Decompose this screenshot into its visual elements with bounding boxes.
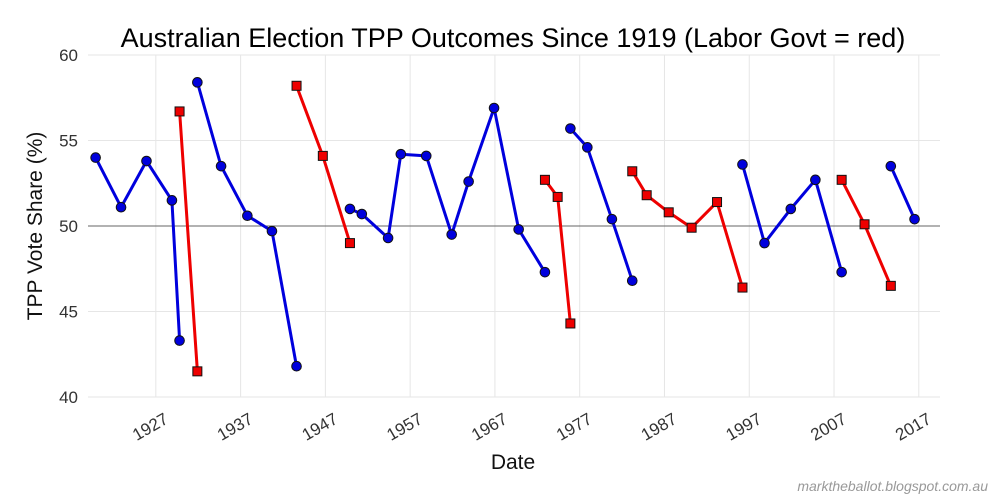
chart-title: Australian Election TPP Outcomes Since 1… [121,23,906,53]
x-tick-label: 2017 [892,409,934,444]
non-labor-series-line [195,80,298,368]
x-tick-label: 2007 [807,409,849,444]
x-tick-label: 1967 [468,409,510,444]
non-labor-data-point [174,335,185,346]
labor-data-point [641,190,652,201]
non-labor-data-point [344,203,356,215]
series-markers [90,77,920,377]
non-labor-series-line [741,162,844,274]
non-labor-data-point [382,232,394,244]
labor-data-point [539,174,550,185]
labor-data-point [885,280,896,291]
non-labor-data-point [565,123,576,134]
labor-data-point [565,318,576,329]
y-tick-label: 60 [59,46,78,65]
labor-data-point [344,238,355,249]
labor-data-point [552,191,563,202]
y-axis-label: TPP Vote Share (%) [24,132,47,321]
non-labor-data-point [420,150,432,162]
non-labor-series-line [94,156,182,343]
non-labor-data-point [785,203,797,215]
non-labor-series-line [889,164,917,221]
series-lines [94,80,917,373]
non-labor-data-point [626,275,638,287]
non-labor-data-point [606,213,618,225]
labor-data-point [737,282,748,293]
credit-text: marktheballot.blogspot.com.au [797,478,988,494]
non-labor-data-point [737,159,748,170]
non-labor-data-point [909,213,920,225]
x-axis-label: Date [491,451,535,474]
non-labor-data-point [356,208,368,220]
labor-data-point [686,222,697,233]
non-labor-data-point [885,160,897,172]
x-tick-label: 1927 [129,409,171,444]
non-labor-data-point [446,229,457,240]
labor-data-point [317,150,328,161]
y-tick-label: 50 [59,217,78,236]
non-labor-data-point [539,266,551,278]
non-labor-series-line [568,127,634,283]
non-labor-data-point [513,224,524,235]
y-tick-label: 45 [59,303,78,322]
non-labor-data-point [242,210,253,222]
non-labor-data-point [488,102,500,114]
x-tick-label: 1947 [299,409,341,444]
non-labor-series-line [348,106,547,274]
x-tick-label: 1987 [638,409,680,444]
labor-series-line [178,109,199,373]
non-labor-data-point [215,160,227,172]
y-tick-label: 55 [59,132,78,151]
non-labor-data-point [836,266,847,278]
labor-series-line [295,84,352,245]
labor-data-point [627,166,638,177]
non-labor-data-point [582,142,593,153]
non-labor-data-point [266,225,278,237]
non-labor-data-point [395,148,407,160]
non-labor-data-point [810,174,821,186]
y-tick-labels: 40 45 50 55 60 [59,46,78,407]
x-tick-labels: 1927 1937 1947 1957 1967 1977 1987 1997 2007 2017 [129,409,934,444]
non-labor-data-point [759,237,770,249]
x-tick-label: 1937 [214,409,256,444]
non-labor-data-point [192,77,203,88]
labor-data-point [859,219,870,230]
non-labor-data-point [115,201,127,213]
x-tick-label: 1997 [723,409,765,444]
non-labor-data-point [463,176,474,187]
y-tick-label: 40 [59,388,78,407]
labor-series-line [840,178,893,288]
labor-data-point [712,197,723,208]
non-labor-data-point [90,152,101,163]
non-labor-data-point [291,360,302,372]
non-labor-data-point [166,195,178,206]
labor-data-point [192,366,203,377]
x-tick-label: 1957 [384,409,426,444]
labor-data-point [174,106,185,117]
labor-data-point [291,80,302,91]
labor-data-point [836,174,847,185]
x-tick-label: 1977 [553,409,595,444]
labor-data-point [663,207,674,218]
non-labor-data-point [141,155,152,167]
